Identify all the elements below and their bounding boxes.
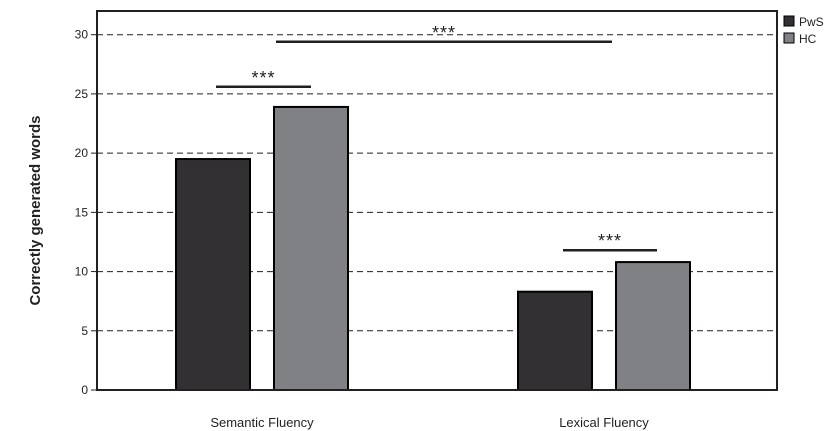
significance-label: *** — [598, 231, 622, 251]
y-tick-label: 15 — [75, 205, 89, 219]
x-category-label: Semantic Fluency — [210, 415, 314, 430]
legend-label-hc: HC — [799, 32, 817, 46]
y-tick-label: 0 — [81, 383, 88, 397]
y-tick-label: 30 — [75, 28, 89, 42]
legend: PwS HC — [783, 15, 824, 46]
bar-pws-lexical-fluency — [517, 290, 593, 391]
y-tick-label: 25 — [75, 87, 89, 101]
axis-labels: 0 5 10 15 20 25 30 Semantic Fluency Lexical Flue… — [27, 28, 649, 430]
y-tick-label: 5 — [81, 324, 88, 338]
significance-label: *** — [432, 23, 456, 43]
significance-label: *** — [251, 68, 275, 88]
x-category-label: Lexical Fluency — [559, 415, 649, 430]
axes — [91, 10, 778, 391]
plot-frame — [96, 10, 778, 391]
legend-label-pws: PwS — [799, 15, 824, 29]
bar-hc-semantic-fluency — [273, 105, 349, 391]
y-axis-label: Correctly generated words — [27, 115, 44, 305]
bar-hc-lexical-fluency — [615, 261, 691, 391]
significance-annotations: *** *** *** — [216, 23, 657, 252]
legend-swatch-hc — [783, 32, 795, 44]
bar-pws-semantic-fluency — [175, 158, 251, 391]
y-tick-label: 10 — [75, 265, 89, 279]
legend-swatch-pws — [783, 15, 795, 27]
y-tick-label: 20 — [75, 146, 89, 160]
